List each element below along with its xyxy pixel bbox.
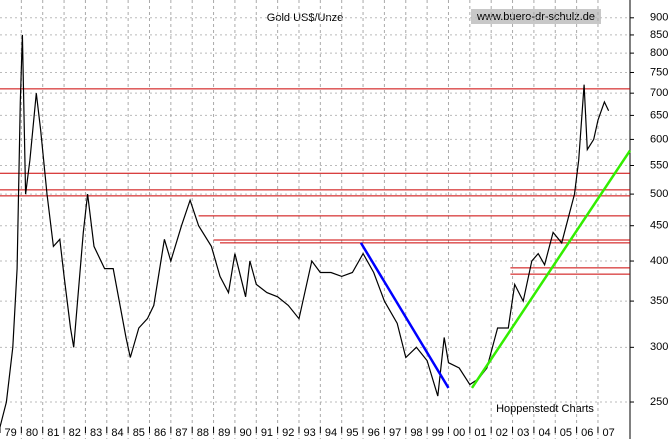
x-tick-label: 89: [218, 427, 230, 439]
y-tick-label: 550: [650, 159, 668, 171]
x-tick-label: 83: [90, 427, 102, 439]
price-line: [0, 34, 610, 428]
x-tick-label: 06: [581, 427, 593, 439]
x-tick-label: 91: [261, 427, 273, 439]
source-label: Hoppenstedt Charts: [496, 403, 594, 415]
y-tick-label: 600: [650, 133, 668, 145]
watermark: www.buero-dr-schulz.de: [476, 11, 595, 23]
x-tick-label: 82: [69, 427, 81, 439]
x-tick-label: 97: [389, 427, 401, 439]
x-tick-label: 05: [560, 427, 572, 439]
x-tick-label: 80: [26, 427, 38, 439]
y-tick-label: 650: [650, 109, 668, 121]
x-tick-label: 85: [133, 427, 145, 439]
y-tick-label: 450: [650, 220, 668, 232]
x-tick-label: 92: [282, 427, 294, 439]
x-tick-label: 00: [453, 427, 465, 439]
x-tick-label: 98: [410, 427, 422, 439]
trend-line: [359, 242, 450, 389]
x-tick-label: 01: [474, 427, 486, 439]
y-tick-label: 800: [650, 47, 668, 59]
x-tick-label: 93: [304, 427, 316, 439]
y-tick-label: 850: [650, 29, 668, 41]
watermark-box: [471, 9, 601, 24]
x-tick-label: 99: [432, 427, 444, 439]
x-tick-label: 04: [538, 427, 550, 439]
x-tick-label: 03: [517, 427, 529, 439]
x-tick-label: 84: [111, 427, 123, 439]
x-tick-label: 81: [47, 427, 59, 439]
x-tick-label: 94: [325, 427, 337, 439]
x-tick-label: 79: [5, 427, 17, 439]
x-tick-label: 90: [239, 427, 251, 439]
x-tick-label: 88: [197, 427, 209, 439]
y-tick-label: 300: [650, 341, 668, 353]
y-tick-label: 700: [650, 87, 668, 99]
x-tick-label: 02: [496, 427, 508, 439]
y-tick-label: 350: [650, 295, 668, 307]
y-tick-label: 900: [650, 12, 668, 24]
x-tick-label: 96: [368, 427, 380, 439]
y-tick-label: 400: [650, 255, 668, 267]
y-tick-label: 500: [650, 188, 668, 200]
y-tick-label: 250: [650, 396, 668, 408]
x-tick-label: 95: [346, 427, 358, 439]
x-tick-label: 86: [154, 427, 166, 439]
trend-line: [470, 149, 632, 389]
y-tick-label: 750: [650, 66, 668, 78]
x-tick-label: 07: [603, 427, 615, 439]
x-tick-label: 87: [175, 427, 187, 439]
